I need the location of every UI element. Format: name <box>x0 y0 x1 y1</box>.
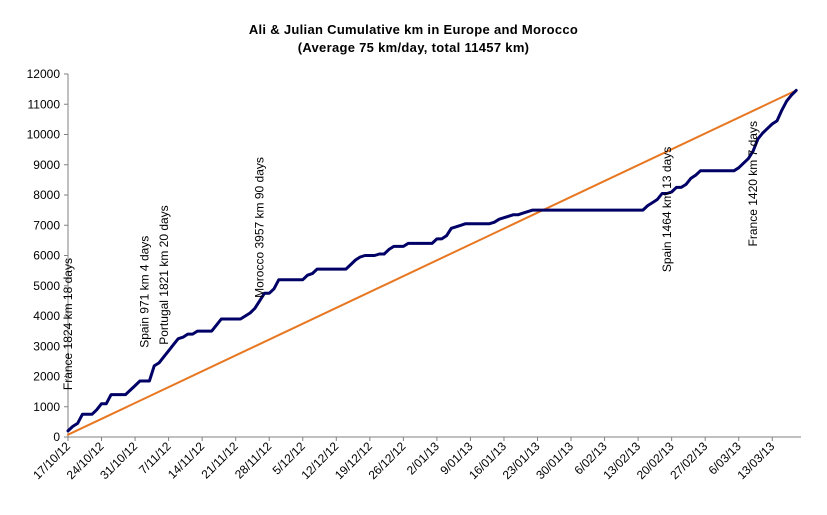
y-tick-label: 2000 <box>33 370 60 384</box>
annotation-label: Spain 1464 km 13 days <box>660 147 674 272</box>
x-tick-label: 13/03/13 <box>734 439 777 482</box>
x-tick-label: 30/01/13 <box>533 439 576 482</box>
y-tick-label: 3000 <box>33 339 60 353</box>
actual-km-line <box>66 88 798 433</box>
y-tick-label: 9000 <box>33 158 60 172</box>
x-tick-label: 31/10/12 <box>97 439 140 482</box>
x-tick-label: 2/01/13 <box>404 439 442 477</box>
annotation-label: France 1824 km 18 days <box>61 258 75 390</box>
y-tick-label: 10000 <box>27 128 61 142</box>
chart-subtitle: (Average 75 km/day, total 11457 km) <box>297 40 530 55</box>
chart-series <box>66 88 798 436</box>
annotation-label: Portugal 1821 km 20 days <box>157 205 171 344</box>
y-tick-label: 5000 <box>33 279 60 293</box>
y-tick-label: 6000 <box>33 249 60 263</box>
y-tick-label: 8000 <box>33 188 60 202</box>
x-tick-label: 27/02/13 <box>667 439 710 482</box>
y-tick-label: 12000 <box>27 67 61 81</box>
annotation-label: Spain 971 km 4 days <box>138 236 152 348</box>
y-tick-label: 7000 <box>33 218 60 232</box>
x-tick-label: 26/12/12 <box>366 439 409 482</box>
y-tick-label: 0 <box>53 430 60 444</box>
y-tick-label: 4000 <box>33 309 60 323</box>
x-tick-label: 28/11/12 <box>232 439 275 482</box>
annotation-label: France 1420 km 7 days <box>746 121 760 246</box>
y-tick-label: 1000 <box>33 400 60 414</box>
chart-annotations: France 1824 km 18 days Spain 971 km 4 day… <box>61 121 760 390</box>
chart-title: Ali & Julian Cumulative km in Europe and… <box>248 22 579 37</box>
y-tick-label: 11000 <box>28 97 61 111</box>
annotation-label: Morocco 3957 km 90 days <box>253 157 267 298</box>
average-km-line <box>67 89 798 436</box>
